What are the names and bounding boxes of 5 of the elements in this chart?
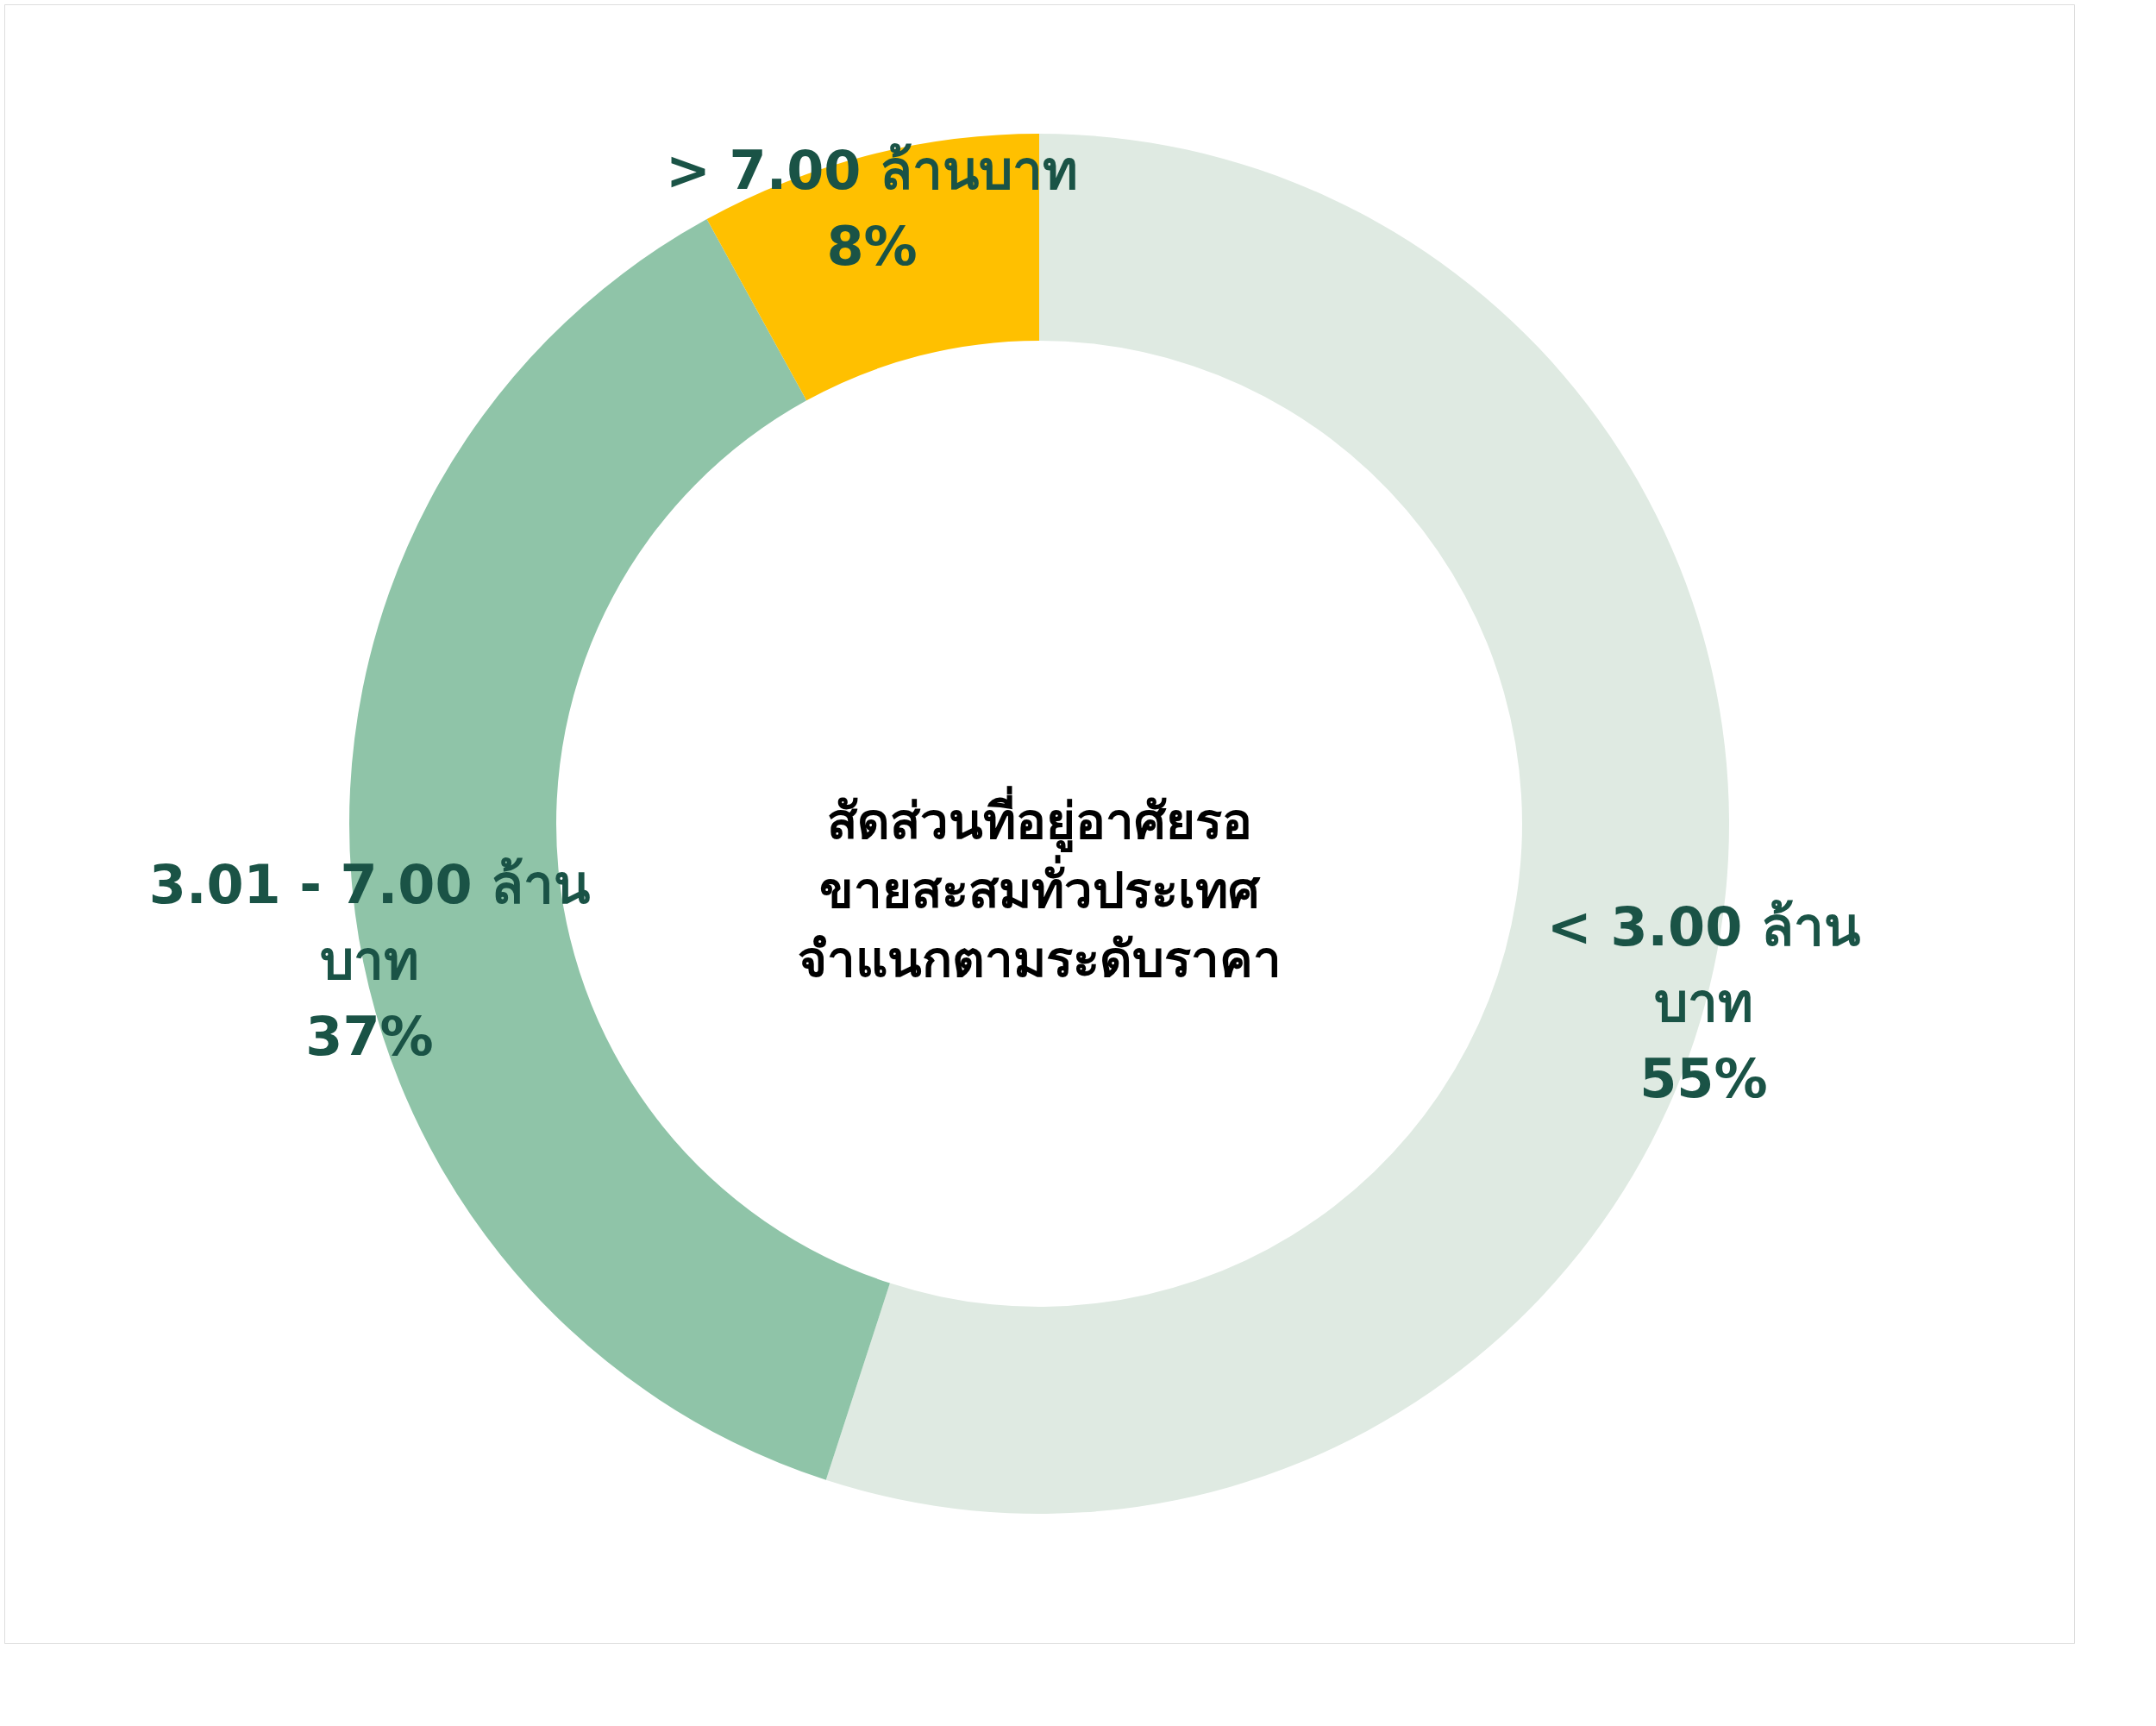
data-label: 55% [1639,1047,1768,1111]
text: สัดส่วนที่อยู่อาศัยรอ ขายสะสมทั่วประเทศ จำแนกตามระดับราคา [797,786,1282,989]
data-label: 37% [305,1005,434,1069]
data-label: 8% [826,214,918,278]
slice-label: < 3.00 ล้าน บาท [1546,895,1860,1035]
